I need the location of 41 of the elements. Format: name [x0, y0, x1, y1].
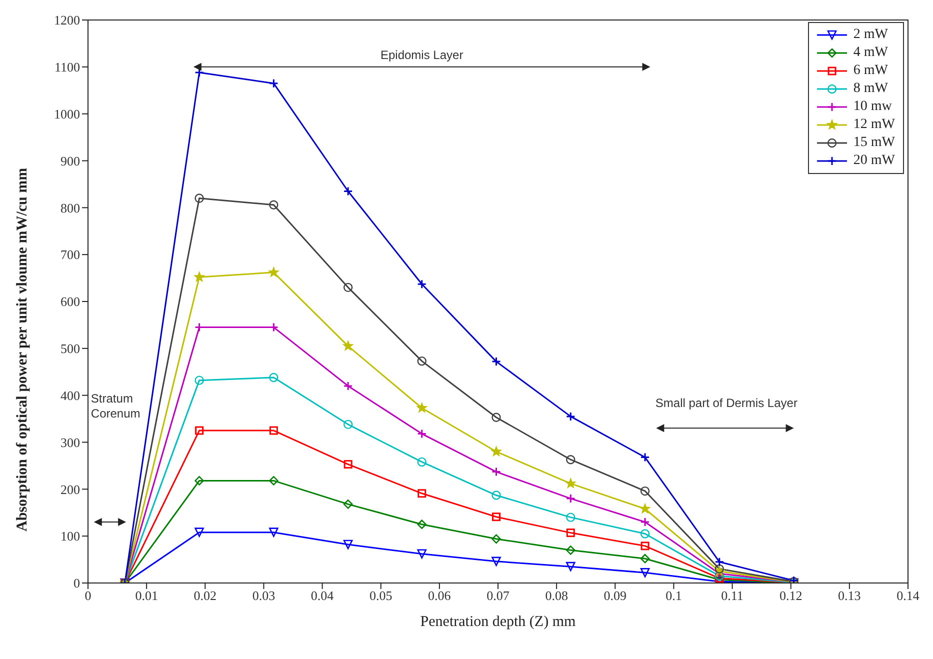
legend-label: 8 mW — [853, 81, 888, 97]
annotation: Small part of Dermis Layer — [655, 396, 798, 410]
x-tick-label: 0.02 — [194, 588, 217, 604]
x-tick-label: 0.09 — [604, 588, 627, 604]
y-tick-label: 500 — [60, 341, 80, 356]
y-axis-title: Absorption of optical power per unit vloume mW/cu mm — [14, 167, 30, 532]
legend-label: 6 mW — [853, 63, 888, 79]
y-tick-label: 600 — [60, 294, 80, 310]
y-tick-label: 700 — [60, 247, 80, 262]
legend-label: 15 mW — [853, 135, 895, 151]
x-tick-label: 0.01 — [135, 588, 158, 604]
x-axis-title: Penetration depth (Z) mm — [420, 614, 576, 630]
y-tick-label: 100 — [60, 528, 80, 544]
x-tick-label: 0.04 — [310, 588, 334, 604]
x-tick-label: 0.03 — [252, 588, 276, 604]
legend-label: 2 mW — [853, 27, 888, 43]
y-tick-label: 400 — [60, 388, 80, 403]
x-tick-label: 0.12 — [779, 588, 802, 604]
x-tick-label: 0.14 — [896, 588, 920, 604]
y-tick-label: 1100 — [54, 60, 80, 75]
x-tick-label: 0.07 — [486, 588, 510, 604]
annotation: Stratum Corenum — [90, 391, 140, 420]
x-tick-label: 0.06 — [428, 588, 452, 604]
x-tick-label: 0.05 — [369, 588, 392, 604]
y-tick-label: 900 — [60, 153, 80, 168]
y-tick-label: 1000 — [54, 106, 80, 122]
x-tick-label: 0.13 — [838, 588, 861, 604]
y-tick-label: 200 — [60, 482, 80, 497]
y-tick-label: 0 — [74, 576, 80, 591]
x-tick-label: 0.1 — [666, 588, 682, 604]
legend-label: 20 mW — [853, 153, 895, 169]
legend-label: 12 mW — [853, 117, 895, 133]
legend-label: 4 mW — [853, 45, 888, 61]
y-tick-label: 800 — [60, 200, 80, 216]
y-tick-label: 1200 — [54, 12, 80, 28]
y-tick-label: 300 — [60, 434, 80, 450]
x-tick-label: 0 — [84, 588, 92, 604]
legend-label: 10 mw — [853, 99, 892, 115]
annotation: Epidomis Layer — [380, 48, 464, 62]
x-tick-label: 0.08 — [545, 588, 568, 604]
x-tick-label: 0.11 — [721, 588, 744, 604]
